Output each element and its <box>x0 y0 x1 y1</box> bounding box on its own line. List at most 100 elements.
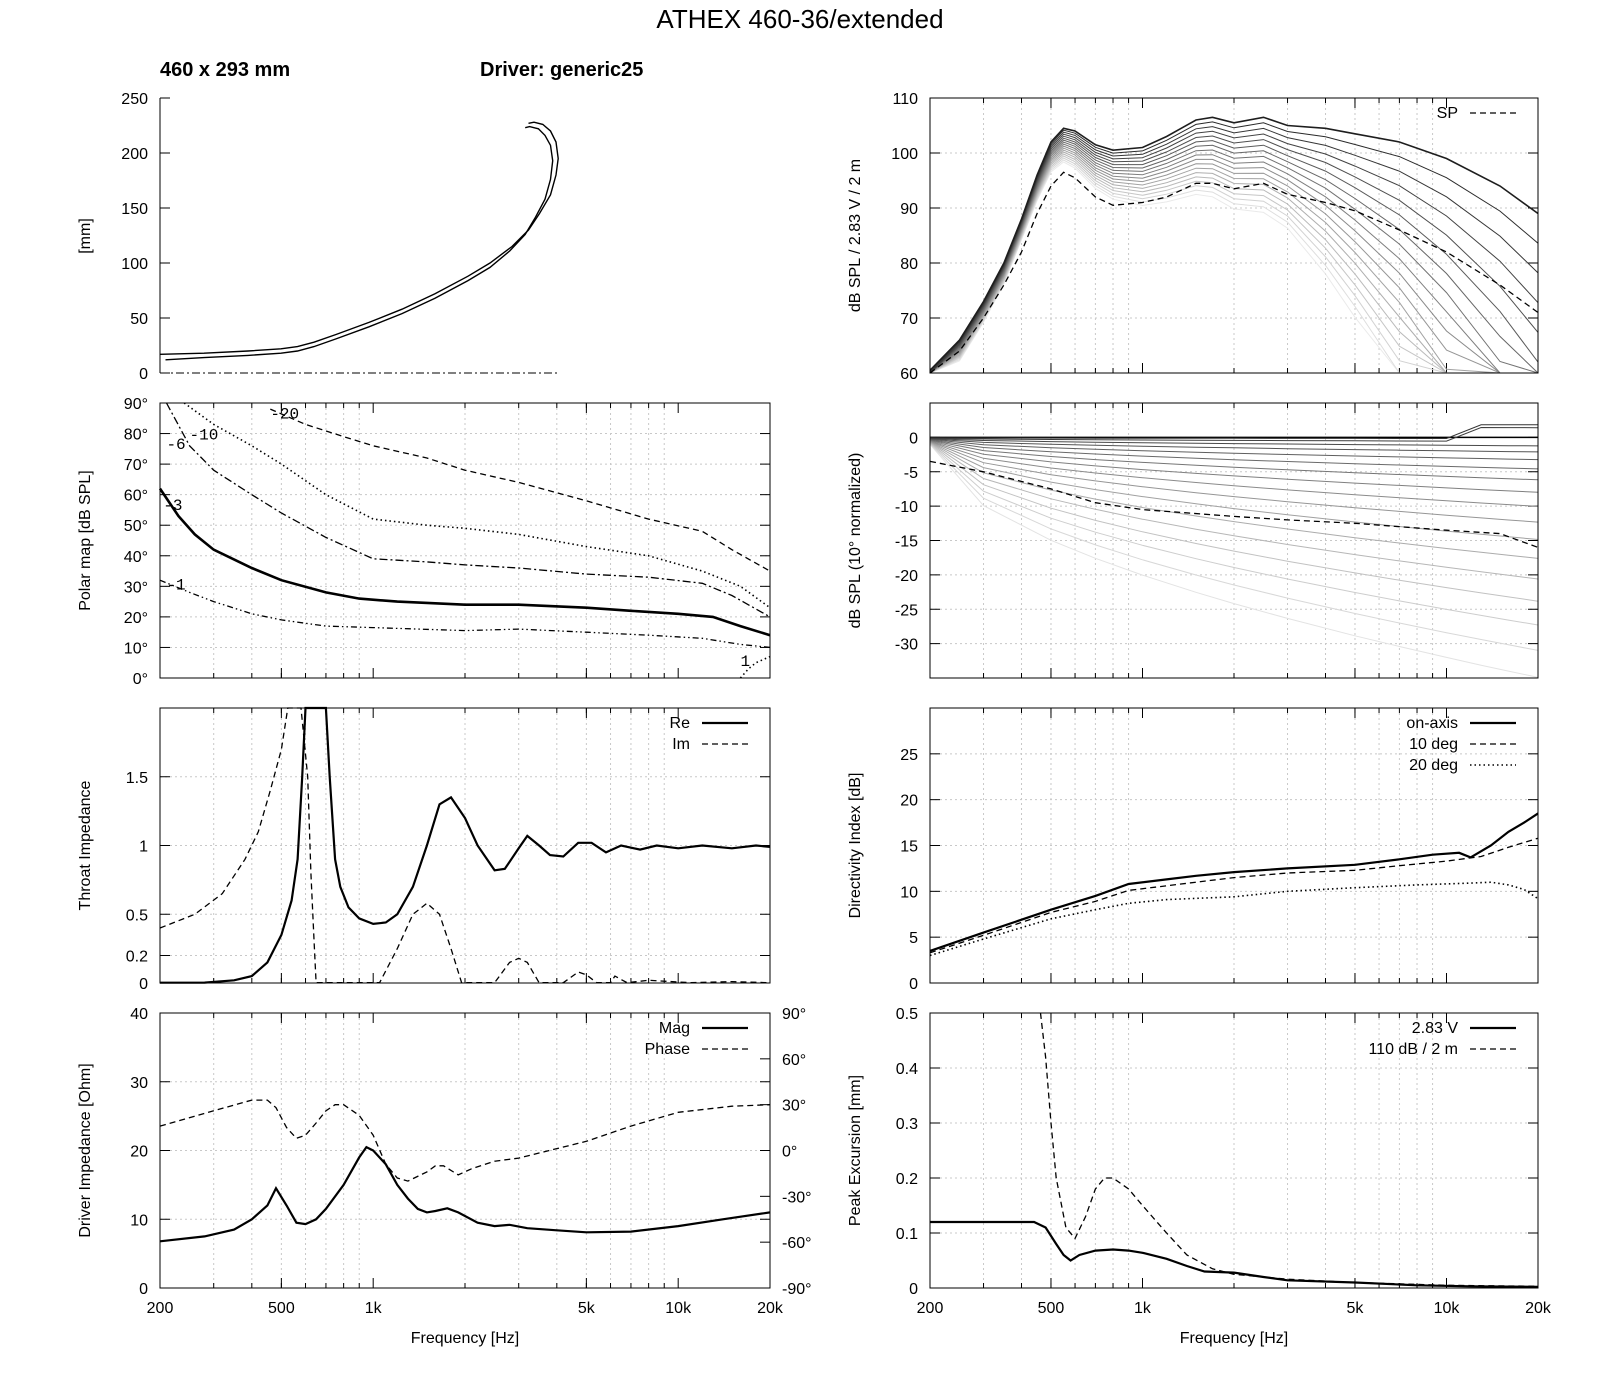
y-tick-label: 40 <box>130 1006 148 1023</box>
y-tick-label: 20 <box>900 793 918 810</box>
y-tick-label: 30° <box>124 579 148 596</box>
y-tick-label: 150 <box>121 201 148 218</box>
y-tick-label: 10 <box>130 1212 148 1229</box>
norm-series-sp <box>929 460 1539 549</box>
norm-polar-curve-40deg <box>929 440 1539 493</box>
legend-label: SP <box>1437 105 1458 122</box>
x-axis-label: Frequency [Hz] <box>411 1330 519 1347</box>
y-tick-label: 250 <box>121 91 148 108</box>
y-axis-label: dB SPL / 2.83 V / 2 m <box>847 159 864 312</box>
y-tick-label: 100 <box>891 146 918 163</box>
y-tick-label: 0.5 <box>896 1006 918 1023</box>
x-tick-label: 200 <box>917 1300 944 1317</box>
throat-legend: Re Im <box>670 715 748 753</box>
y-axis-label: Polar map [dB SPL] <box>77 470 94 611</box>
y-tick-label: -10 <box>895 499 918 516</box>
y2-tick-label: 30° <box>782 1098 806 1115</box>
y-tick-label: 0 <box>909 430 918 447</box>
di-series-10-deg <box>929 837 1539 954</box>
y-tick-label: 5 <box>909 930 918 947</box>
norm-polar-curve-10deg <box>929 426 1539 442</box>
legend-label: Im <box>672 736 690 753</box>
y-tick-label: 30 <box>130 1075 148 1092</box>
y-tick-label: 25 <box>900 747 918 764</box>
y-tick-label: 100 <box>121 256 148 273</box>
norm-frame <box>929 402 1539 679</box>
contour-line <box>158 487 771 637</box>
spl-polar-curve-75deg <box>929 157 1538 374</box>
spl-polar-curve-80deg <box>929 159 1538 374</box>
norm-polar-curve-55deg <box>929 441 1539 540</box>
x-tick-label: 5k <box>1347 1300 1365 1317</box>
excursion-y-axis: 0 0.1 0.2 0.3 0.4 0.5 Peak Excursion [mm] <box>847 1006 1538 1298</box>
legend-label: Re <box>670 715 691 732</box>
x-tick-label: 5k <box>578 1300 596 1317</box>
spl-polar-curve-0deg <box>929 116 1539 371</box>
profile-axis: 0 50 100 150 200 250 [mm] <box>77 91 170 383</box>
y-tick-label: -5 <box>904 465 918 482</box>
x-tick-label: 500 <box>1038 1300 1065 1317</box>
y-tick-label: 0 <box>909 976 918 993</box>
y-tick-label: 60° <box>124 488 148 505</box>
excursion-legend: 2.83 V 110 dB / 2 m <box>1368 1020 1516 1058</box>
y-tick-label: 70 <box>900 311 918 328</box>
x-tick-label: 20k <box>757 1300 784 1317</box>
y-axis-label: dB SPL (10° normalized) <box>847 453 864 629</box>
y-tick-label: 40° <box>124 549 148 566</box>
legend-label: 20 deg <box>1409 757 1458 774</box>
y-tick-label: 0 <box>139 1281 148 1298</box>
y-tick-label: 1.5 <box>126 770 148 787</box>
legend-label: 110 dB / 2 m <box>1368 1041 1458 1058</box>
norm-polar-curve-65deg <box>929 442 1539 580</box>
legend-label: Mag <box>659 1020 690 1037</box>
y-axis-label: Driver Impedance [Ohm] <box>77 1063 94 1237</box>
di-frame <box>929 707 1539 984</box>
norm-polar-curve-5deg <box>929 424 1538 439</box>
spl-legend: SP <box>1437 105 1516 122</box>
y2-tick-label: -30° <box>782 1189 812 1206</box>
di-series-20-deg <box>929 881 1539 957</box>
y-axis-label: [mm] <box>77 218 94 254</box>
polar-frame <box>159 402 771 679</box>
y2-tick-label: 90° <box>782 1006 806 1023</box>
contour-label: 1 <box>740 653 750 671</box>
norm-polar-curve-15deg <box>929 438 1539 447</box>
throat-y-axis: 0 0.2 0.5 1 1.5 Throat Impedance <box>77 770 770 993</box>
norm-polar-curve-45deg <box>929 440 1539 507</box>
y-tick-label: 0.1 <box>896 1226 918 1243</box>
contour-label: -3 <box>163 497 182 515</box>
drvimp-series-mag <box>159 1145 771 1243</box>
profile-outer-wall <box>159 121 559 355</box>
y-tick-label: 10° <box>124 640 148 657</box>
y-tick-label: 20 <box>130 1144 148 1161</box>
spl-series-sp <box>929 171 1539 374</box>
y-tick-label: 0 <box>139 366 148 383</box>
di-legend: on-axis 10 deg 20 deg <box>1406 715 1516 774</box>
x-tick-label: 10k <box>665 1300 692 1317</box>
y-axis-label: Directivity Index [dB] <box>847 773 864 919</box>
drvimp-y2-axis: -90° -60° -30° 0° 30° 60° 90° <box>760 1006 812 1298</box>
norm-polar-curve-80deg <box>929 443 1539 651</box>
y2-tick-label: 0° <box>782 1144 797 1161</box>
y-tick-label: 200 <box>121 146 148 163</box>
norm-polar-curve-20deg <box>929 438 1539 453</box>
contour-line <box>270 408 771 572</box>
y-tick-label: 60 <box>900 366 918 383</box>
y-tick-label: 90° <box>124 396 148 413</box>
contour-line <box>165 402 771 618</box>
contour-label: -6 <box>166 436 185 454</box>
excursion-series-110-db-2-m <box>1039 1012 1539 1287</box>
drvimp-legend: Mag Phase <box>645 1020 748 1058</box>
y-tick-label: 10 <box>900 884 918 901</box>
spl-frame <box>929 97 1539 374</box>
y-tick-label: 80° <box>124 427 148 444</box>
norm-polar-curve-35deg <box>929 439 1539 481</box>
y2-tick-label: 60° <box>782 1052 806 1069</box>
drvimp-frame <box>159 1012 771 1289</box>
y-tick-label: 90 <box>900 201 918 218</box>
di-series-on-axis <box>929 812 1539 952</box>
contour-line <box>159 579 771 649</box>
y2-tick-label: -90° <box>782 1281 812 1298</box>
y-tick-label: 70° <box>124 457 148 474</box>
